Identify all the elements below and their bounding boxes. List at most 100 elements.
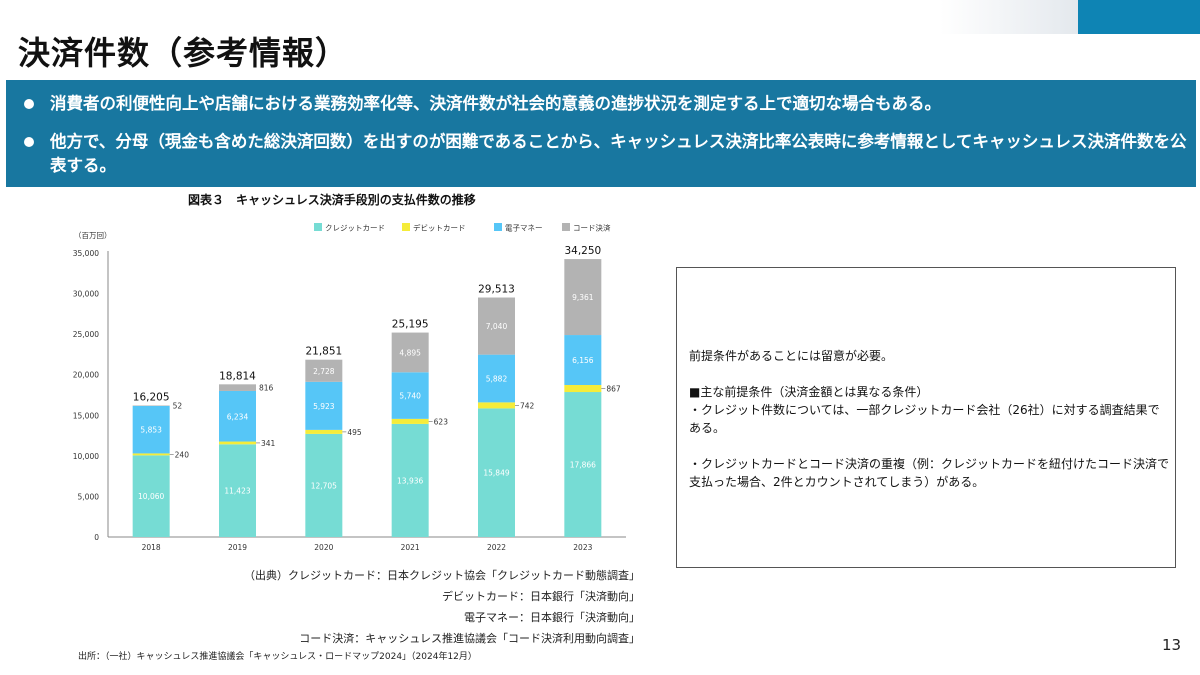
bar-segment bbox=[305, 381, 343, 430]
total-label: 16,205 bbox=[133, 392, 170, 404]
figure-title: 図表３ キャッシュレス決済手段別の支払件数の推移 bbox=[188, 193, 476, 207]
total-label: 21,851 bbox=[305, 346, 342, 358]
data-label: 867 bbox=[606, 385, 621, 394]
bar-segment bbox=[564, 335, 602, 385]
y-tick-label: 10,000 bbox=[73, 452, 99, 461]
legend-swatch bbox=[562, 223, 570, 231]
bar-segment bbox=[305, 359, 343, 382]
bar-segment bbox=[564, 259, 602, 336]
bar-segment bbox=[564, 384, 602, 393]
source-debit-card: デビットカード：日本銀行「決済動向」 bbox=[442, 590, 640, 603]
bar-segment bbox=[478, 408, 515, 537]
total-label: 18,814 bbox=[219, 370, 256, 382]
data-label: 6,156 bbox=[572, 356, 594, 365]
data-label: 17,866 bbox=[570, 461, 596, 470]
total-label: 29,513 bbox=[478, 284, 515, 296]
bar-segment bbox=[219, 390, 256, 442]
bar-segment bbox=[219, 441, 256, 445]
legend-label: デビットカード bbox=[413, 223, 466, 233]
page-number: 13 bbox=[1162, 636, 1182, 654]
assumptions-note-box: 前提条件があることには留意が必要。 ■主な前提条件（決済金額とは異なる条件） ・… bbox=[676, 267, 1176, 568]
y-tick-label: 25,000 bbox=[73, 330, 99, 339]
data-label: 6,234 bbox=[227, 412, 249, 421]
bar-segment bbox=[564, 392, 602, 537]
data-label: 9,361 bbox=[572, 293, 594, 302]
bullet-text: 消費者の利便性向上や店舗における業務効率化等、決済件数が社会的意義の進捗状況を測… bbox=[50, 94, 941, 113]
bar-segment bbox=[305, 429, 343, 434]
bullet-text: 他方で、分母（現金も含めた総決済回数）を出すのが困難であることから、キャッシュレ… bbox=[50, 132, 1187, 175]
note-line: ・クレジット件数については、一部クレジットカード会社（26社）に対する調査結果で… bbox=[689, 403, 1160, 435]
y-tick-label: 20,000 bbox=[73, 371, 99, 380]
legend-swatch bbox=[402, 223, 410, 231]
y-tick-label: 5,000 bbox=[78, 492, 100, 501]
data-label: 816 bbox=[259, 384, 274, 393]
note-line: ■主な前提条件（決済金額とは異なる条件） bbox=[689, 385, 929, 399]
bar-segment bbox=[478, 402, 515, 409]
x-tick-label: 2019 bbox=[228, 543, 247, 552]
data-label: 623 bbox=[434, 417, 449, 426]
bar-segment bbox=[478, 354, 515, 403]
bullet-dot-icon bbox=[24, 99, 34, 109]
x-tick-label: 2020 bbox=[314, 543, 333, 552]
data-label: 15,849 bbox=[483, 469, 509, 478]
footnote: 出所：（一社）キャッシュレス推進協議会「キャッシュレス・ロードマップ2024」（… bbox=[78, 652, 477, 662]
data-label: 240 bbox=[175, 450, 190, 459]
chart-figure: 図表３ キャッシュレス決済手段別の支払件数の推移 （百万回） 0 5,000 10,0… bbox=[66, 190, 646, 662]
data-label: 5,923 bbox=[313, 402, 335, 411]
data-label: 12,705 bbox=[311, 481, 337, 490]
data-label: 742 bbox=[520, 401, 535, 410]
y-tick-label: 35,000 bbox=[73, 249, 99, 258]
bar-segment bbox=[132, 453, 170, 456]
note-line: 前提条件があることには留意が必要。 bbox=[689, 349, 894, 363]
data-label: 2,728 bbox=[313, 367, 335, 376]
bar-segment bbox=[391, 423, 429, 537]
legend-label: コード決済 bbox=[573, 223, 611, 233]
source-credit-card: （出典）クレジットカード：日本クレジット協会「クレジットカード動態調査」 bbox=[244, 569, 640, 582]
legend-swatch bbox=[494, 223, 502, 231]
data-label: 5,853 bbox=[140, 426, 162, 435]
y-tick-label: 0 bbox=[94, 533, 99, 542]
bar-segment bbox=[132, 455, 170, 537]
data-label: 52 bbox=[173, 402, 183, 411]
header-accent-block bbox=[1078, 0, 1200, 34]
data-label: 11,423 bbox=[224, 487, 250, 496]
x-tick-label: 2023 bbox=[573, 543, 592, 552]
data-label: 5,882 bbox=[486, 375, 508, 384]
bar-segment bbox=[391, 372, 429, 419]
summary-banner: 消費者の利便性向上や店舗における業務効率化等、決済件数が社会的意義の進捗状況を測… bbox=[6, 80, 1196, 187]
bullet-item: 他方で、分母（現金も含めた総決済回数）を出すのが困難であることから、キャッシュレ… bbox=[24, 130, 1190, 178]
legend-label: 電子マネー bbox=[505, 224, 543, 233]
stacked-bar-chart: （百万回） 0 5,000 10,000 15,000 20,000 25,000 30,00… bbox=[73, 223, 626, 552]
legend-label: クレジットカード bbox=[325, 224, 385, 233]
bar-segment bbox=[132, 405, 170, 407]
data-label: 7,040 bbox=[486, 322, 508, 331]
x-tick-label: 2018 bbox=[142, 543, 161, 552]
legend-swatch bbox=[314, 223, 322, 231]
bar-segment bbox=[219, 444, 256, 537]
bar-segment bbox=[219, 384, 256, 391]
data-label: 4,895 bbox=[399, 348, 421, 357]
data-label: 5,740 bbox=[399, 392, 421, 401]
y-tick-label: 30,000 bbox=[73, 290, 99, 299]
bar-segment bbox=[391, 418, 429, 424]
bullet-item: 消費者の利便性向上や店舗における業務効率化等、決済件数が社会的意義の進捗状況を測… bbox=[24, 92, 1190, 116]
total-label: 25,195 bbox=[392, 319, 429, 331]
bullet-dot-icon bbox=[24, 137, 34, 147]
source-e-money: 電子マネー：日本銀行「決済動向」 bbox=[464, 611, 640, 624]
y-tick-label: 15,000 bbox=[73, 411, 99, 420]
x-tick-label: 2022 bbox=[487, 543, 506, 552]
bar-segment bbox=[391, 332, 429, 373]
y-axis-unit-label: （百万回） bbox=[74, 231, 112, 240]
bar-segment bbox=[132, 405, 170, 454]
bar-segment bbox=[478, 297, 515, 355]
data-label: 495 bbox=[347, 428, 362, 437]
data-label: 341 bbox=[261, 439, 276, 448]
data-label: 13,936 bbox=[397, 476, 423, 485]
source-code-payment: コード決済：キャッシュレス推進協議会「コード決済利用動向調査」 bbox=[299, 632, 640, 645]
data-label: 10,060 bbox=[138, 492, 164, 501]
x-tick-label: 2021 bbox=[401, 543, 420, 552]
total-label: 34,250 bbox=[564, 245, 601, 257]
note-line: ・クレジットカードとコード決済の重複（例：クレジットカードを紐付けたコード決済で… bbox=[689, 457, 1170, 489]
bar-segment bbox=[305, 433, 343, 537]
page-title: 決済件数（参考情報） bbox=[18, 34, 349, 72]
